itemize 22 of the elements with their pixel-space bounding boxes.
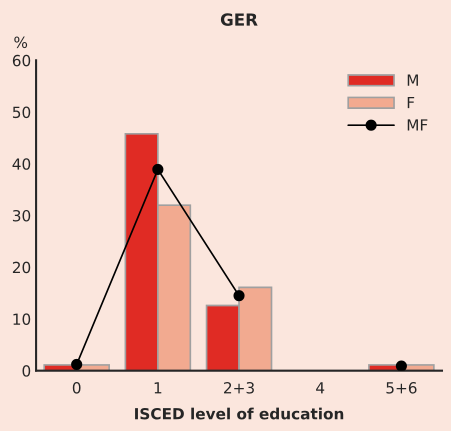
y-tick-label: 50 — [12, 106, 30, 118]
point — [152, 164, 164, 176]
y-axis-title: % — [14, 36, 28, 48]
x-axis-title: ISCED level of education — [135, 408, 344, 420]
x-tick-label: 2+3 — [224, 382, 254, 394]
x-tick-label: 1 — [154, 382, 162, 394]
y-tick-label: 40 — [12, 158, 30, 170]
y-tick-label: 30 — [12, 210, 30, 222]
point — [71, 358, 82, 370]
chart-title: GER — [220, 13, 258, 26]
y-tick-label: 0 — [22, 365, 30, 377]
x-tick-label: 0 — [72, 382, 81, 394]
point — [233, 290, 245, 302]
x-tick-label: 5+6 — [386, 382, 417, 394]
legend-label: F — [408, 96, 414, 108]
y-tick-label: 10 — [13, 313, 30, 325]
legend-label: M — [408, 74, 418, 86]
point — [396, 360, 407, 371]
y-tick-label: 20 — [12, 262, 30, 274]
legend-label: MF — [408, 119, 428, 131]
x-tick-label: 4 — [316, 382, 324, 394]
y-tick-label: 60 — [12, 54, 30, 66]
